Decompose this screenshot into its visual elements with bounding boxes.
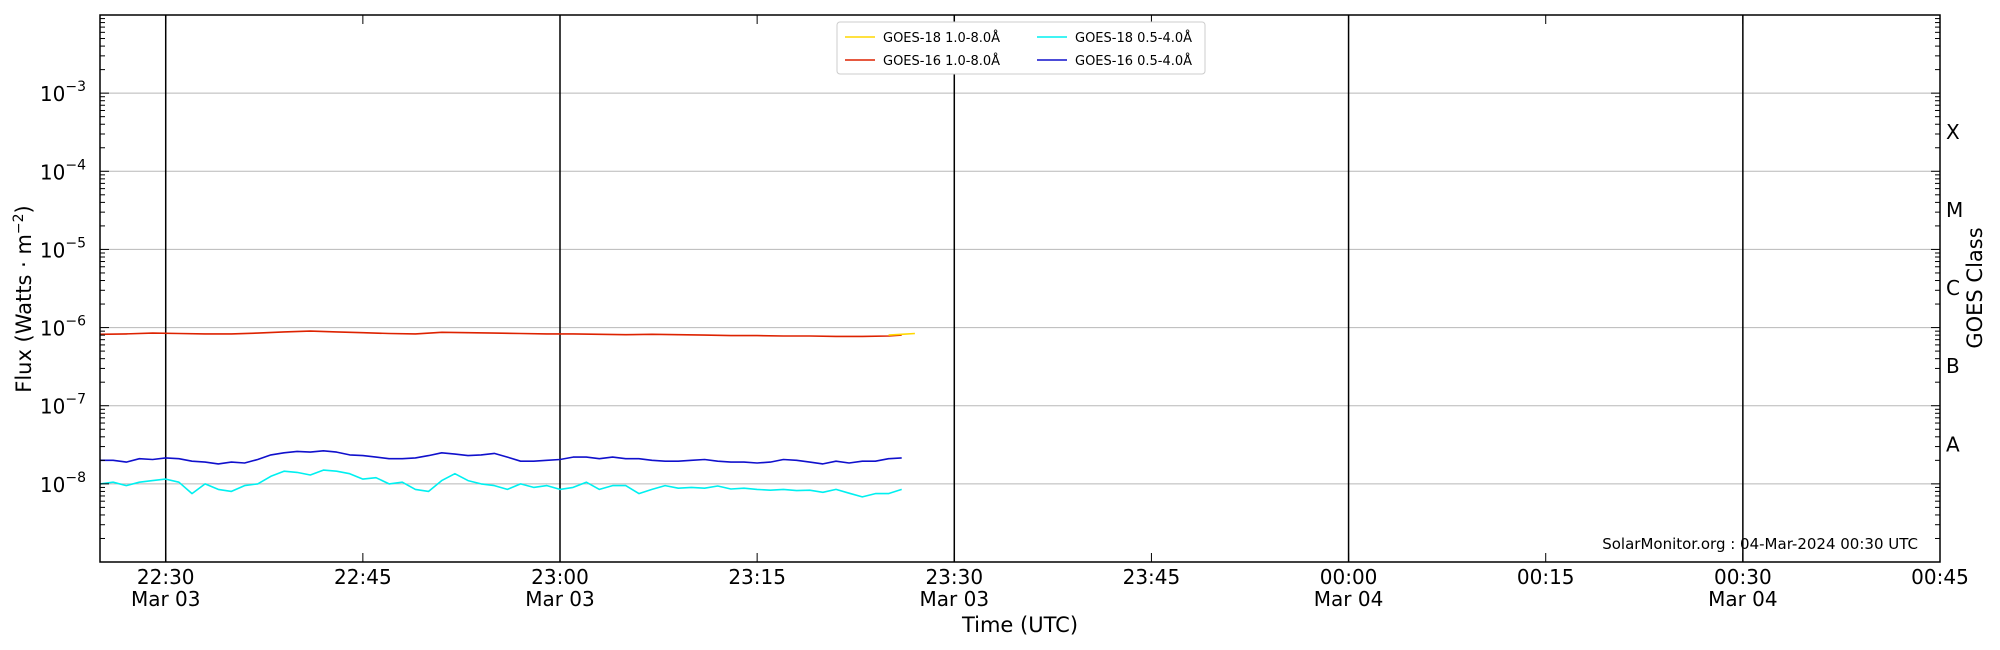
x-tick-label: 00:00 (1320, 565, 1378, 589)
x-tick-label: 23:00 (531, 565, 589, 589)
grid-lines (100, 92, 1940, 485)
x-tick-label: 23:30 (925, 565, 983, 589)
x-tick-label: 00:45 (1911, 565, 1969, 589)
legend: GOES-18 1.0-8.0Å GOES-16 1.0-8.0Å GOES-18 … (836, 21, 1206, 75)
watermark: SolarMonitor.org : 04-Mar-2024 00:30 UTC (1602, 535, 1918, 553)
axis-ticks (100, 15, 1941, 563)
legend-entry: GOES-16 1.0-8.0Å (883, 53, 1000, 69)
plot-frame (99, 14, 1941, 563)
x-tick-sublabel: Mar 03 (131, 587, 201, 611)
series-lines (99, 330, 915, 498)
plot-background (100, 15, 1940, 562)
y-tick-labels: 10−8 10−7 10−6 10−5 10−4 10−3 (40, 79, 86, 497)
y-tick-label: 10−4 (40, 157, 86, 184)
legend-box (836, 21, 1206, 75)
y-tick-label: 10−7 (40, 392, 86, 419)
x-tick-sublabel: Mar 03 (525, 587, 595, 611)
goes-class-label: M (1946, 198, 1963, 222)
series-line (100, 449, 902, 465)
x-tick-sublabel: Mar 04 (1314, 587, 1384, 611)
x-tick-label: 22:45 (334, 565, 392, 589)
series-line (99, 330, 902, 338)
y2-axis-title: GOES Class (1963, 227, 1987, 348)
y-tick-label: 10−3 (40, 79, 86, 106)
goes-class-label: A (1946, 432, 1960, 456)
legend-entry: GOES-16 0.5-4.0Å (1075, 53, 1192, 69)
y-axis-title: Flux (Watts · m−2) (11, 205, 36, 393)
y-tick-label: 10−5 (40, 235, 86, 262)
goes-class-labels: A B C M X (1946, 120, 1963, 457)
x-axis-title: Time (UTC) (961, 613, 1078, 637)
day-marker-lines (164, 15, 1744, 562)
goes-class-label: C (1946, 276, 1960, 300)
x-tick-sublabel: Mar 04 (1708, 587, 1778, 611)
x-tick-label: 22:30 (137, 565, 195, 589)
x-tick-sublabel: Mar 03 (920, 587, 990, 611)
x-tick-label: 00:30 (1714, 565, 1772, 589)
series-line (888, 332, 915, 336)
goes-class-label: X (1946, 120, 1960, 144)
x-tick-label: 00:15 (1517, 565, 1575, 589)
series-line (99, 469, 902, 498)
y-tick-label: 10−6 (40, 314, 86, 341)
goes-class-label: B (1946, 354, 1960, 378)
legend-entry: GOES-18 0.5-4.0Å (1075, 30, 1192, 46)
x-tick-label: 23:45 (1123, 565, 1181, 589)
legend-entry: GOES-18 1.0-8.0Å (883, 30, 1000, 46)
y-tick-label: 10−8 (40, 470, 86, 497)
x-tick-label: 23:15 (728, 565, 786, 589)
